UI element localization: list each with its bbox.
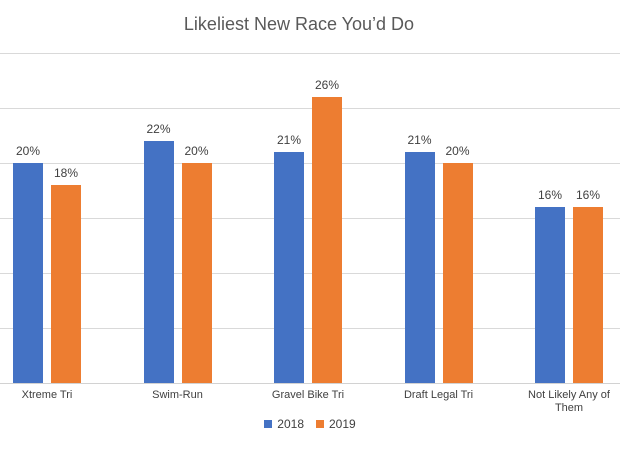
legend: 2018 2019 xyxy=(0,417,620,431)
data-label-2019-draft-legal-tri: 20% xyxy=(445,144,470,158)
gridline xyxy=(0,53,620,54)
data-label-2019-swim-run: 20% xyxy=(184,144,209,158)
bar-2018-not-likely-any-of-them xyxy=(535,207,565,383)
bar-2019-xtreme-tri xyxy=(51,185,81,383)
chart-title: Likeliest New Race You’d Do xyxy=(183,14,415,34)
bar-2018-swim-run xyxy=(143,141,174,383)
data-label-2018-xtreme-tri: 20% xyxy=(15,144,41,158)
bar-2019-draft-legal-tri xyxy=(442,163,473,383)
legend-swatch-2018 xyxy=(264,420,273,428)
legend-label-2019: 2019 xyxy=(329,417,356,431)
x-axis-label-gravel-bike-tri: Gravel Bike Tri xyxy=(271,389,345,401)
x-axis-label-xtreme-tri: Xtreme Tri xyxy=(21,389,73,401)
bar-2019-gravel-bike-tri xyxy=(312,97,342,383)
bar-2018-gravel-bike-tri xyxy=(274,152,304,383)
x-axis-label-swim-run: Swim-Run xyxy=(152,389,203,401)
bar-2018-xtreme-tri xyxy=(13,163,43,383)
x-axis-label-draft-legal-tri: Draft Legal Tri xyxy=(403,389,474,401)
bar-2018-draft-legal-tri xyxy=(404,152,435,383)
legend-label-2018: 2018 xyxy=(277,417,304,431)
gridline xyxy=(0,328,620,329)
x-axis-label-not-likely-any-of-them: Not Likely Any of Them xyxy=(528,389,610,414)
legend-swatch-2019 xyxy=(316,420,324,428)
bar-2019-not-likely-any-of-them xyxy=(573,207,603,383)
data-label-2018-gravel-bike-tri: 21% xyxy=(276,133,302,147)
gridline xyxy=(0,108,620,109)
data-label-2018-swim-run: 22% xyxy=(146,122,171,136)
legend-item-2019: 2019 xyxy=(316,417,356,431)
gridline xyxy=(0,163,620,164)
gridline xyxy=(0,273,620,274)
legend-item-2018: 2018 xyxy=(264,417,304,431)
data-label-2019-xtreme-tri: 18% xyxy=(53,166,79,180)
data-label-2019-gravel-bike-tri: 26% xyxy=(314,78,340,92)
data-label-2019-not-likely-any-of-them: 16% xyxy=(575,188,601,202)
x-axis-line xyxy=(0,383,620,384)
bar-2019-swim-run xyxy=(181,163,212,383)
data-label-2018-draft-legal-tri: 21% xyxy=(407,133,432,147)
gridline xyxy=(0,218,620,219)
data-label-2018-not-likely-any-of-them: 16% xyxy=(537,188,563,202)
